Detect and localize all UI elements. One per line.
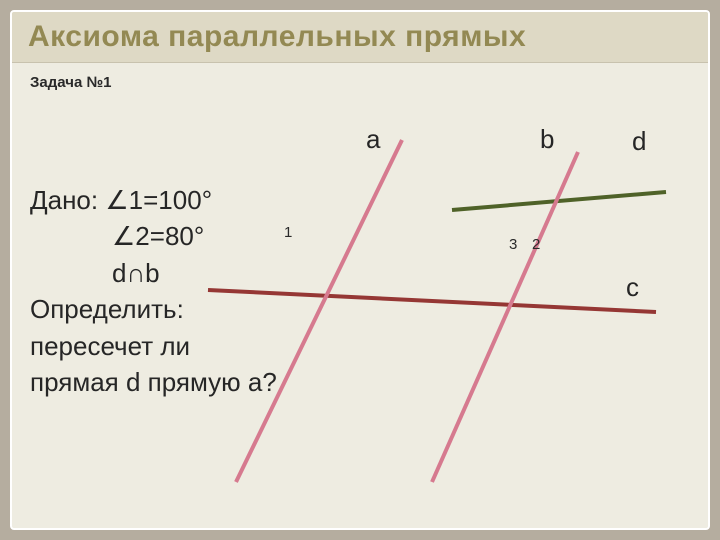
- given-row-1: Дано: ∠1=100°: [30, 182, 277, 218]
- question-text-2: прямая d прямую a?: [30, 364, 277, 400]
- line-d: [452, 192, 666, 210]
- label-b: b: [540, 124, 554, 155]
- title-banner: Аксиома параллельных прямых: [12, 12, 708, 63]
- question-text-1: пересечет ли: [30, 328, 277, 364]
- slide: Аксиома параллельных прямых Задача №1 Да…: [10, 10, 710, 530]
- given-row-2: ∠2=80°: [112, 218, 277, 254]
- label-a: a: [366, 124, 380, 155]
- label-c: c: [626, 272, 639, 303]
- given-row-3: d∩b: [112, 255, 277, 291]
- question-label: Определить:: [30, 291, 277, 327]
- given-line-2: ∠2=80°: [112, 218, 204, 254]
- given-line-3: d∩b: [112, 255, 160, 291]
- given-label: Дано:: [30, 182, 98, 218]
- slide-title: Аксиома параллельных прямых: [28, 20, 692, 54]
- line-b: [432, 152, 578, 482]
- given-line-1: ∠1=100°: [105, 182, 212, 218]
- angle-mark-3: 3: [509, 236, 517, 253]
- given-block: Дано: ∠1=100° ∠2=80° d∩b Определить: пер…: [30, 182, 277, 400]
- angle-mark-1: 1: [284, 224, 292, 241]
- label-d: d: [632, 126, 646, 157]
- angle-mark-2: 2: [532, 236, 540, 253]
- problem-number: Задача №1: [30, 74, 112, 91]
